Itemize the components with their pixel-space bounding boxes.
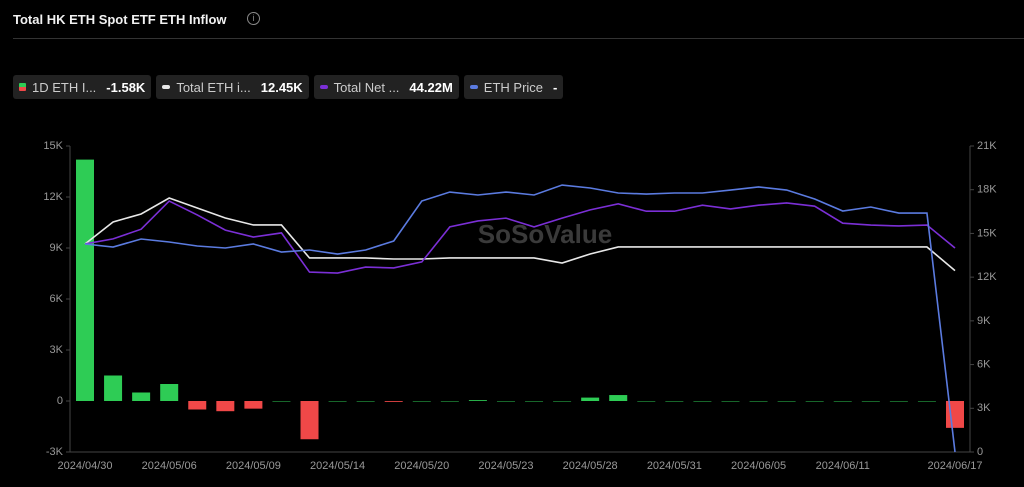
line [84,184,956,453]
y-tick-label: 3K [50,344,64,356]
legend-swatch [319,85,328,89]
legend-item: ETH Price - [463,75,564,99]
bar [244,401,263,409]
bar [553,401,572,402]
y-tick-label: 6K [50,293,64,305]
y-tick-label: 15K [43,140,63,152]
bar [861,401,880,402]
y-tick-label: -3K [46,446,64,458]
bar [356,401,375,402]
bar [917,401,936,402]
legend-swatch [162,85,171,89]
legend-item: Total ETH i... 12.45K [156,75,309,99]
bar [721,401,740,402]
legend-label: 1D ETH I... [32,79,97,95]
line [84,200,956,274]
bar [104,375,123,401]
bar [412,401,431,402]
x-tick-label: 2024/06/17 [927,460,982,472]
x-tick-label: 2024/05/23 [478,460,533,472]
bar [76,159,94,401]
bar [216,401,235,412]
legend-swatch [469,85,478,89]
bar [777,401,796,402]
legend: 1D ETH I... -1.58K Total ETH i... 12.45K Tot… [13,75,564,99]
y-tick-label: 12K [43,191,63,203]
bar [665,401,684,402]
y-tick-label: 0 [57,395,63,407]
bar [637,401,656,402]
x-tick-label: 2024/05/06 [142,460,197,472]
divider [13,38,1024,39]
bar [833,401,852,402]
bar [160,384,179,401]
y2-tick-label: 3K [977,402,991,414]
y2-tick-label: 6K [977,358,991,370]
legend-label: Total Net ... [333,79,400,95]
bar [693,401,712,402]
x-tick-label: 2024/05/09 [226,460,281,472]
bar [328,401,347,402]
bar [889,401,908,402]
legend-item: Total Net ... 44.22M [313,75,459,99]
bar [525,401,544,402]
bar [609,395,628,401]
legend-label: ETH Price [483,79,544,95]
y2-tick-label: 9K [977,315,991,327]
bar [188,401,207,410]
x-tick-label: 2024/06/05 [731,460,786,472]
bar [440,401,459,402]
bar [300,401,319,440]
x-tick-label: 2024/05/14 [310,460,365,472]
x-tick-label: 2024/05/28 [563,460,618,472]
bar [496,401,515,402]
x-tick-label: 2024/06/11 [816,460,870,472]
bar [272,401,291,402]
legend-swatch [19,83,26,91]
y2-tick-label: 15K [977,227,997,239]
x-tick-label: 2024/04/30 [57,460,112,472]
bar [805,401,824,402]
bar [384,401,403,402]
legend-value: 44.22M [409,79,453,95]
info-icon[interactable]: i [247,12,260,25]
bar [132,392,151,401]
x-tick-label: 2024/05/31 [647,460,702,472]
line [84,197,956,272]
legend-value: -1.58K [106,79,146,95]
legend-item: 1D ETH I... -1.58K [13,75,152,99]
chart-title: Total HK ETH Spot ETF ETH Inflow [13,12,227,27]
y2-tick-label: 12K [977,271,997,283]
y2-tick-label: 0 [977,446,983,458]
legend-label: Total ETH i... [176,79,251,95]
bar [468,400,487,401]
y2-tick-label: 18K [977,184,997,196]
legend-value: 12.45K [260,79,303,95]
y-tick-label: 9K [50,242,64,254]
bar [581,397,600,401]
x-tick-label: 2024/05/20 [394,460,449,472]
legend-value: - [553,79,558,95]
bar [749,401,768,402]
y2-tick-label: 21K [977,140,997,152]
